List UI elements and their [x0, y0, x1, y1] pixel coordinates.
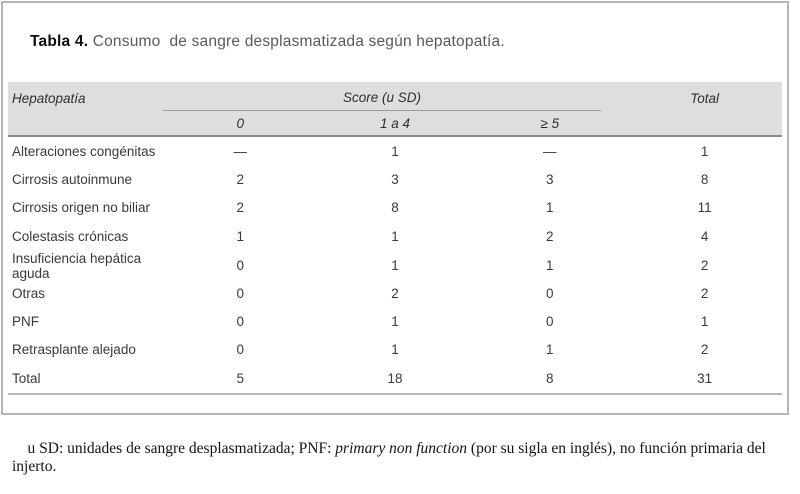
header-total: Total: [690, 91, 719, 106]
cell-score1a4: 18: [387, 370, 403, 386]
cell-score1a4: 2: [391, 285, 399, 301]
table-number-label: Tabla 4.: [30, 33, 89, 50]
header-sub-ge5: ≥ 5: [540, 115, 560, 131]
cell-score1a4: 1: [391, 314, 399, 330]
cell-scorege5: 2: [546, 228, 554, 244]
cell-score1a4: 1: [391, 143, 399, 159]
cell-score0: 0: [236, 258, 244, 274]
cell-total: 2: [700, 285, 709, 301]
cell-total: 2: [700, 342, 709, 358]
cell-score0: 0: [236, 285, 244, 301]
cell-total: 4: [700, 228, 709, 244]
cell-score0: 2: [236, 172, 244, 188]
cell-total: 2: [700, 258, 709, 274]
cell-score0: —: [233, 143, 247, 159]
cell-scorege5: —: [543, 143, 557, 159]
cell-scorege5: 3: [546, 172, 554, 188]
cell-score1a4: 1: [391, 342, 399, 358]
footnote-italic-term: primary non function: [335, 439, 468, 457]
cell-score0: 2: [236, 200, 244, 216]
table-card: Tabla 4. Consumo de sangre desplasmatiza…: [1, 1, 789, 475]
table-title: Tabla 4. Consumo de sangre desplasmatiza…: [8, 3, 782, 69]
table-footnote: u SD: unidades de sangre desplasmatizada…: [8, 422, 782, 494]
footnote-part1: u SD: unidades de sangre desplasmatizada…: [27, 439, 336, 457]
table-body: Alteraciones congénitas — 1 — 1 Cirrosis…: [8, 137, 782, 395]
header-score-group: Score (u SD): [162, 90, 602, 111]
cell-score0: 5: [236, 370, 244, 386]
row-label: Retrasplante alejado: [12, 342, 136, 358]
cell-total: 1: [700, 143, 709, 159]
table-row: Retrasplante alejado 0 1 1 2: [8, 336, 782, 364]
table-row: Cirrosis origen no biliar 2 8 1 11: [8, 194, 782, 222]
cell-score0: 1: [236, 228, 244, 244]
cell-total: 11: [697, 200, 712, 216]
row-label: Otras: [12, 285, 46, 301]
cell-score0: 0: [236, 314, 244, 330]
cell-score1a4: 1: [391, 258, 399, 274]
cell-scorege5: 1: [546, 200, 554, 216]
cell-score1a4: 3: [391, 172, 399, 188]
table-row: Otras 0 2 0 2: [8, 279, 782, 307]
cell-total: 8: [700, 172, 709, 188]
table-row: Cirrosis autoinmune 2 3 3 8: [8, 165, 782, 193]
table-row-total: Total 5 18 8 31: [8, 364, 782, 392]
cell-scorege5: 0: [546, 285, 554, 301]
header-sub-0: 0: [236, 115, 244, 131]
cell-scorege5: 1: [546, 342, 554, 358]
row-label: Total: [12, 370, 41, 386]
cell-scorege5: 1: [546, 258, 554, 274]
header-sub-1a4: 1 a 4: [379, 115, 410, 131]
row-label: Cirrosis origen no biliar: [12, 200, 151, 216]
cell-total: 1: [700, 314, 709, 330]
row-label: Insuficiencia hepática aguda: [12, 250, 142, 281]
table-row: Alteraciones congénitas — 1 — 1: [8, 137, 782, 165]
cell-scorege5: 0: [546, 314, 554, 330]
table-row: Colestasis crónicas 1 1 2 4: [8, 222, 782, 250]
cell-score1a4: 8: [391, 200, 399, 216]
cell-scorege5: 8: [546, 370, 554, 386]
header-hepatopatia: Hepatopatía: [12, 91, 86, 106]
row-label: Cirrosis autoinmune: [12, 172, 133, 188]
row-label: PNF: [12, 314, 39, 330]
table-title-text: Consumo de sangre desplasmatizada según …: [88, 33, 505, 50]
table-header: Hepatopatía Score (u SD) Total 0 1 a 4 ≥…: [8, 82, 782, 137]
cell-score0: 0: [236, 342, 244, 358]
row-label: Alteraciones congénitas: [12, 143, 156, 159]
cell-total: 31: [697, 370, 713, 386]
cell-score1a4: 1: [391, 228, 399, 244]
table-row: Insuficiencia hepática aguda 0 1 1 2: [8, 250, 782, 281]
row-label: Colestasis crónicas: [12, 228, 129, 244]
table-row: PNF 0 1 0 1: [8, 307, 782, 335]
